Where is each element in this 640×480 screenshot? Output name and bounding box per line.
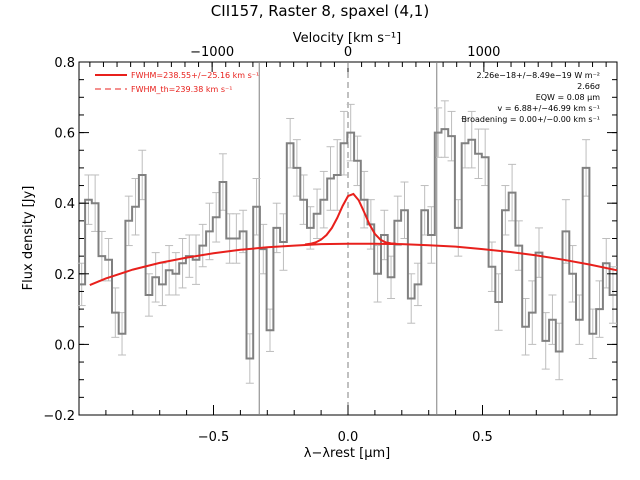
x-tick-label: 0.0 (338, 430, 359, 445)
legend-label-fwhm-th: FWHM_th=239.38 km s⁻¹ (131, 85, 232, 94)
x-tick-label: −0.5 (198, 430, 230, 445)
line-fit-curve (304, 192, 397, 246)
chart-title: CII157, Raster 8, spaxel (4,1) (211, 2, 429, 20)
legend-label-fwhm: FWHM=238.55+/−25.16 km s⁻¹ (131, 71, 259, 80)
annotation-line-flux: 2.26e−18+/−8.49e−19 W m⁻² (476, 71, 600, 80)
y-tick-label: 0.6 (54, 127, 75, 142)
annotation-broadening: Broadening = 0.00+/−0.00 km s⁻¹ (462, 115, 600, 124)
spectrum-step-line (79, 128, 617, 360)
top-tick-label: −1000 (190, 45, 234, 60)
top-axis-label: Velocity [km s⁻¹] (293, 31, 401, 46)
annotation-significance: 2.66σ (577, 82, 600, 91)
annotation-eqw: EQW = 0.08 μm (536, 93, 600, 102)
y-tick-label: −0.2 (43, 409, 75, 424)
y-tick-label: 0.4 (54, 197, 75, 212)
y-tick-label: 0.8 (54, 56, 75, 71)
top-tick-label: 1000 (467, 45, 500, 60)
x-tick-label: 0.5 (472, 430, 493, 445)
x-axis-label: λ−λrest [μm] (304, 446, 390, 461)
top-tick-label: 0 (344, 45, 352, 60)
y-tick-label: 0.2 (54, 268, 75, 283)
y-tick-label: 0.0 (54, 338, 75, 353)
continuum-fit-line (89, 242, 618, 287)
annotation-velocity: v = 6.88+/−46.99 km s⁻¹ (498, 104, 600, 113)
y-axis-label: Flux density [Jy] (21, 186, 36, 291)
